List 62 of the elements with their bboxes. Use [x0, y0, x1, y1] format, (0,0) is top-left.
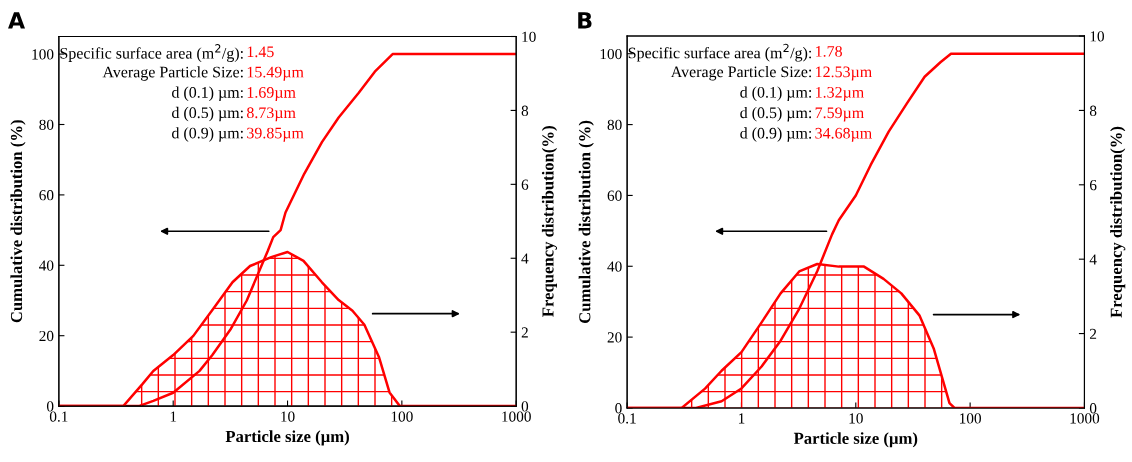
x-tick-label: 10: [849, 413, 863, 424]
annotation: 1.45: [247, 46, 274, 58]
x-tick-label: 100: [391, 411, 413, 422]
x-tick-label: 100: [960, 413, 981, 424]
y2-tick-label: 8: [1089, 105, 1097, 116]
annotation: d (0.5) µm:: [172, 106, 243, 122]
annotation: d (0.5) µm:: [740, 106, 812, 122]
annotation: Specific surface area (m$^{2}$/g):: [60, 44, 243, 62]
annotation: d (0.9) µm:: [172, 127, 243, 142]
y2-tick-label: 2: [521, 327, 528, 338]
y-tick-label: 20: [607, 332, 622, 343]
x-tick-label: 1000: [502, 411, 531, 422]
y2-tick-label: 4: [521, 253, 529, 264]
y-tick-label: 40: [607, 261, 622, 272]
y-axis-title: Cumulative distribution (%): [578, 120, 594, 324]
y-tick-label: 20: [39, 330, 54, 342]
x-axis-title: Particle size (µm): [793, 432, 918, 448]
y-tick-label: 80: [39, 119, 54, 130]
y-tick-label: 0: [615, 403, 622, 414]
x-axis-title: Particle size (µm): [225, 430, 349, 446]
y2-tick-label: 0: [1089, 403, 1097, 414]
annotation: 7.59µm: [815, 107, 864, 122]
y-tick-label: 40: [39, 260, 54, 271]
x-tick-label: 0.1: [49, 411, 68, 422]
x-tick-label: 1: [170, 411, 177, 422]
annotation: 1.32µm: [816, 86, 864, 101]
y2-tick-label: 8: [521, 105, 529, 116]
chart-title: A: [8, 12, 26, 29]
y2-tick-label: 10: [522, 31, 536, 42]
y2-axis-title: Frequency distribution(%): [541, 126, 558, 317]
y2-tick-label: 2: [1089, 328, 1097, 339]
annotation: 1.69µm: [247, 87, 296, 102]
y-tick-label: 100: [600, 48, 622, 60]
annotation: 34.68µm: [815, 127, 872, 142]
y2-tick-label: 6: [1089, 179, 1097, 191]
x-tick-label: 0.1: [618, 413, 636, 424]
x-tick-label: 10: [281, 411, 295, 422]
annotation: 12.53µm: [816, 66, 872, 81]
y-tick-label: 80: [607, 119, 622, 131]
annotation: 8.73µm: [246, 107, 296, 122]
annotation: d (0.1) µm:: [740, 86, 812, 101]
annotation: d (0.1) µm:: [172, 86, 243, 102]
annotation: Average Particle Size:: [102, 66, 243, 81]
y-tick-label: 0: [46, 401, 54, 412]
y2-tick-label: 10: [1090, 31, 1105, 42]
y-tick-label: 60: [607, 190, 622, 201]
x-tick-label: 1: [738, 413, 745, 424]
annotation: Average Particle Size:: [670, 65, 812, 81]
x-tick-label: 1000: [1070, 413, 1100, 424]
y-tick-label: 60: [39, 190, 54, 201]
y2-tick-label: 4: [1089, 254, 1097, 265]
annotation: Specific surface area (m$^{2}$/g):: [628, 43, 812, 62]
annotation: d (0.9) µm:: [740, 127, 812, 142]
y2-axis-title: Frequency distribution(%): [1110, 126, 1126, 318]
y-tick-label: 100: [32, 49, 54, 60]
y2-tick-label: 0: [521, 401, 529, 412]
y-axis-title: Cumulative distribution (%): [10, 120, 26, 323]
annotation: 39.85µm: [247, 127, 304, 142]
chart-title: B: [578, 12, 592, 29]
y2-tick-label: 6: [521, 179, 529, 190]
annotation: 15.49µm: [247, 66, 304, 81]
annotation: 1.78: [816, 45, 842, 57]
